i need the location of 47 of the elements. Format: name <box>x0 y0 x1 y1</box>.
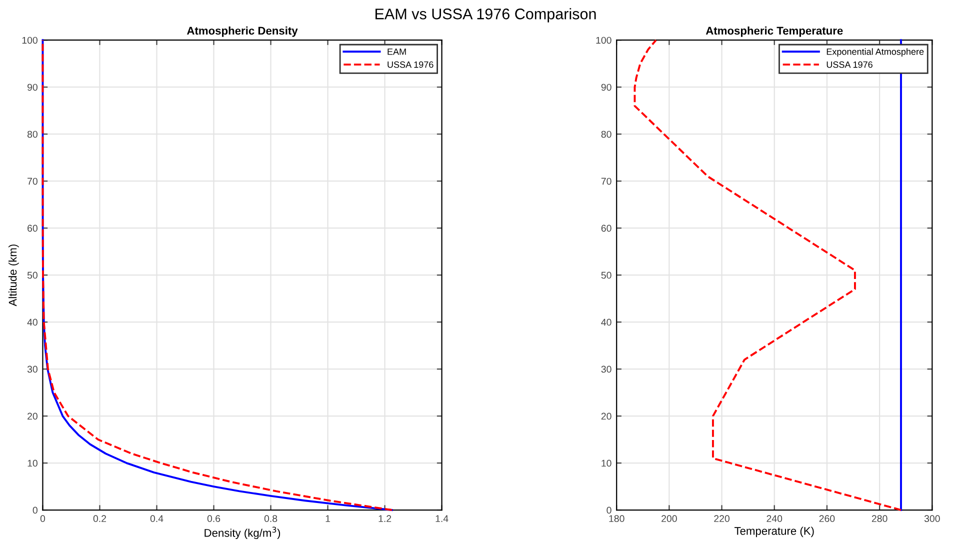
x-tick-label: 1 <box>326 515 330 522</box>
y-tick-label: 80 <box>601 130 612 138</box>
y-tick-label: 60 <box>28 224 38 232</box>
x-tick-label: 180 <box>609 515 624 522</box>
y-tick-label: 20 <box>601 412 612 420</box>
y-tick-label: 10 <box>28 460 38 467</box>
x-tick-label: 0.6 <box>207 515 220 522</box>
x-tick-label: 220 <box>714 515 730 522</box>
x-tick-label: 300 <box>924 515 940 522</box>
y-tick-label: 0 <box>606 506 612 514</box>
y-tick-label: 70 <box>601 178 612 185</box>
x-tick-label: 0.2 <box>93 515 106 522</box>
y-tick-label: 40 <box>27 318 38 326</box>
y-tick-label: 60 <box>601 224 612 232</box>
chart-title: Atmospheric Density <box>186 26 298 37</box>
legend-label: EAM <box>388 48 406 55</box>
y-tick-label: 70 <box>28 178 38 185</box>
x-tick-label: 280 <box>872 515 888 522</box>
y-tick-label: 80 <box>27 130 38 138</box>
x-tick-label: 0.8 <box>264 515 278 522</box>
y-tick-label: 10 <box>602 460 612 467</box>
x-tick-label: 1.4 <box>436 515 448 522</box>
y-tick-label: 90 <box>28 84 38 91</box>
y-tick-label: 100 <box>22 36 38 44</box>
legend-label: Exponential Atmosphere <box>826 48 924 57</box>
text: EAM vs USSA 1976 Comparison <box>376 8 596 22</box>
x-tick-label: 0 <box>40 515 46 522</box>
y-tick-label: 30 <box>601 366 612 373</box>
x-tick-label: 260 <box>819 515 835 522</box>
legend-label: USSA 1976 <box>388 61 434 68</box>
chart-title: Atmospheric Temperature <box>706 26 843 37</box>
y-tick-label: 20 <box>28 412 38 420</box>
x-axis-title: Density (kg/m$^{3}$) <box>204 526 280 540</box>
x-tick-label: 0.4 <box>150 515 164 522</box>
y-tick-label: 30 <box>27 366 38 373</box>
legend-label: USSA 1976 <box>826 61 872 68</box>
y-axis-title: Altitude (km) <box>8 244 19 306</box>
y-tick-label: 50 <box>601 272 612 279</box>
x-axis-title: Temperature (K) <box>734 526 814 538</box>
x-tick-label: 200 <box>662 515 677 522</box>
x-tick-label: 1.2 <box>378 515 392 522</box>
x-tick-label: 240 <box>766 515 782 522</box>
y-tick-label: 40 <box>601 318 612 326</box>
y-tick-label: 50 <box>27 272 38 279</box>
y-tick-label: 0 <box>32 506 38 514</box>
y-tick-label: 90 <box>601 84 612 91</box>
y-tick-label: 100 <box>596 36 612 44</box>
